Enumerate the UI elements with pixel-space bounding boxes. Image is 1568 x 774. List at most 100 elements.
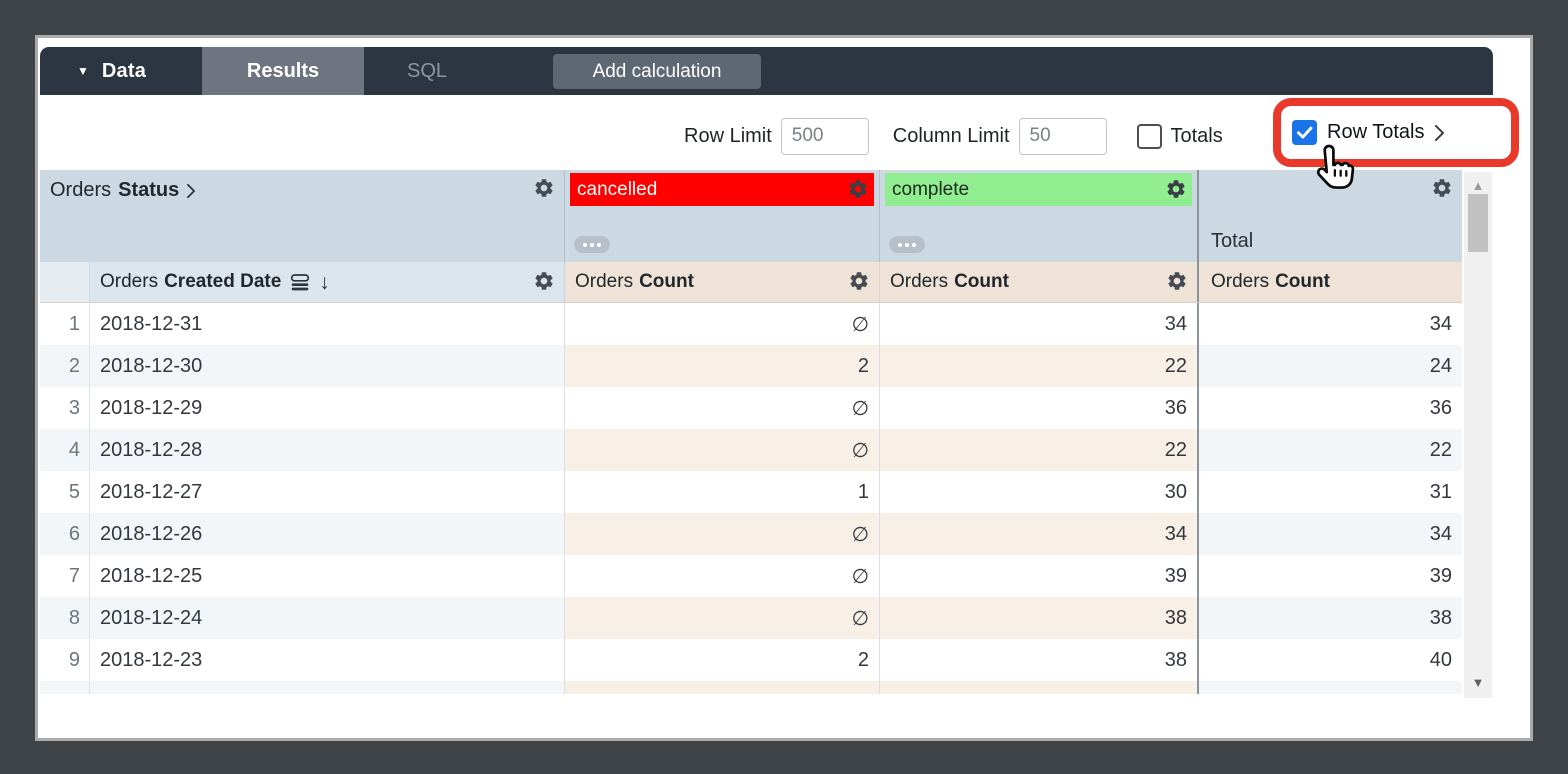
table-row[interactable]: 4 2018-12-28 ∅ 22 22: [40, 429, 1462, 471]
row-totals-annotation-highlight: Row Totals: [1273, 98, 1519, 167]
gear-icon[interactable]: [533, 177, 555, 199]
total-column-label: Total: [1211, 230, 1254, 252]
dropdown-caret-icon: ▼: [77, 64, 89, 78]
measure-header-total[interactable]: Orders Count: [1197, 262, 1462, 302]
tab-sql[interactable]: SQL: [406, 59, 448, 82]
checkmark-icon: [1296, 124, 1313, 141]
scroll-down-icon[interactable]: ▼: [1471, 675, 1485, 690]
cancelled-count-cell[interactable]: ∅: [565, 681, 880, 694]
date-cell[interactable]: 2018-12-30: [90, 345, 565, 387]
table-row[interactable]: 8 2018-12-24 ∅ 38 38: [40, 597, 1462, 639]
measure-header-row: Orders Created Date ↓ Orders Count Order…: [40, 262, 1462, 303]
date-cell[interactable]: 2018-12-25: [90, 555, 565, 597]
complete-count-cell[interactable]: 36: [1164, 396, 1187, 419]
complete-count-cell[interactable]: 22: [880, 345, 1197, 387]
row-totals-checkbox[interactable]: [1292, 120, 1317, 145]
cancelled-count-cell[interactable]: ∅: [565, 597, 880, 639]
gear-icon[interactable]: [533, 270, 555, 292]
complete-count-cell[interactable]: 34: [880, 513, 1197, 555]
totals-checkbox[interactable]: [1136, 123, 1162, 149]
total-count-cell[interactable]: 40: [1197, 639, 1462, 681]
result-controls: Row Limit Column Limit Totals: [684, 116, 1223, 156]
pivot-dimension-header[interactable]: Orders Status: [40, 170, 565, 262]
cancelled-count-cell[interactable]: ∅: [565, 387, 880, 429]
scrollbar-thumb[interactable]: [1468, 194, 1488, 252]
cancelled-count-cell[interactable]: ∅: [565, 513, 880, 555]
complete-count-cell[interactable]: 38: [1164, 648, 1187, 671]
cancelled-count-cell[interactable]: ∅: [565, 429, 880, 471]
gear-icon[interactable]: [847, 178, 869, 200]
total-count-cell[interactable]: 38: [1197, 681, 1462, 694]
data-section-toggle[interactable]: ▼ Data: [40, 47, 202, 95]
chevron-right-icon[interactable]: [1434, 124, 1445, 142]
measure-header-cancelled[interactable]: Orders Count: [565, 262, 880, 302]
pivot-value-cancelled[interactable]: cancelled: [570, 173, 874, 206]
total-count-cell[interactable]: 24: [1197, 345, 1462, 387]
date-cell[interactable]: 2018-12-26: [90, 513, 565, 555]
complete-count-cell[interactable]: 30: [1164, 480, 1187, 503]
row-number: 4: [40, 429, 90, 471]
row-limit-input[interactable]: [780, 117, 869, 155]
total-count-cell[interactable]: 36: [1197, 387, 1462, 429]
pivot-dimension-label: Orders Status: [50, 179, 196, 202]
tab-results[interactable]: Results: [202, 47, 364, 95]
top-nav-bar: ▼ Data Results SQL Add calculation: [40, 47, 1493, 95]
date-cell[interactable]: 2018-12-23: [90, 639, 565, 681]
date-cell[interactable]: 2018-12-22: [90, 681, 565, 694]
column-limit-input[interactable]: [1018, 117, 1107, 155]
vertical-scrollbar[interactable]: ▲ ▼: [1464, 172, 1492, 698]
measure-header-complete[interactable]: Orders Count: [880, 262, 1197, 302]
cancelled-count-cell[interactable]: 1: [565, 471, 880, 513]
table-row[interactable]: 2 2018-12-30 2 22 24: [40, 345, 1462, 387]
row-number: 10: [40, 681, 90, 694]
table-body: 1 2018-12-31 ∅ 34 34 2 2018-12-30 2 22 2…: [40, 303, 1462, 694]
row-number: 1: [40, 303, 90, 345]
cancelled-count-cell[interactable]: 2: [565, 639, 880, 681]
row-number: 8: [40, 597, 90, 639]
total-count-cell[interactable]: 22: [1197, 429, 1462, 471]
table-row[interactable]: 6 2018-12-26 ∅ 34 34: [40, 513, 1462, 555]
chevron-right-icon: [186, 183, 196, 199]
pivot-value-complete[interactable]: complete: [885, 173, 1192, 206]
table-row[interactable]: 5 2018-12-27 1 30 31: [40, 471, 1462, 513]
table-row[interactable]: 7 2018-12-25 ∅ 39 39: [40, 555, 1462, 597]
ellipsis-icon[interactable]: [574, 236, 610, 253]
gear-icon[interactable]: [1431, 177, 1453, 199]
cancelled-count-cell[interactable]: ∅: [565, 555, 880, 597]
ellipsis-icon[interactable]: [889, 236, 925, 253]
cancelled-count-cell[interactable]: ∅: [565, 303, 880, 345]
row-number: 6: [40, 513, 90, 555]
date-cell[interactable]: 2018-12-24: [90, 597, 565, 639]
pivot-column-complete: complete: [880, 170, 1197, 262]
complete-count-cell[interactable]: 34: [1164, 312, 1187, 335]
row-limit-label: Row Limit: [684, 124, 772, 147]
total-count-cell[interactable]: 31: [1197, 471, 1462, 513]
gear-icon[interactable]: [1165, 178, 1187, 200]
complete-count-cell[interactable]: 38: [880, 597, 1197, 639]
gear-icon[interactable]: [1166, 270, 1188, 292]
sort-descending-icon[interactable]: ↓: [319, 270, 330, 294]
total-count-cell[interactable]: 34: [1197, 303, 1462, 345]
total-count-cell[interactable]: 38: [1197, 597, 1462, 639]
complete-count-cell[interactable]: 22: [880, 429, 1197, 471]
row-dimension-header[interactable]: Orders Created Date ↓: [90, 262, 565, 302]
add-calculation-button[interactable]: Add calculation: [553, 54, 761, 89]
total-count-cell[interactable]: 39: [1197, 555, 1462, 597]
complete-count-cell[interactable]: 38: [880, 681, 1197, 694]
total-count-cell[interactable]: 34: [1197, 513, 1462, 555]
cancelled-count-cell[interactable]: 2: [565, 345, 880, 387]
table-row[interactable]: 1 2018-12-31 ∅ 34 34: [40, 303, 1462, 345]
table-row[interactable]: 10 2018-12-22 ∅ 38 38: [40, 681, 1462, 694]
scroll-up-icon[interactable]: ▲: [1471, 178, 1485, 193]
subtotal-stack-icon[interactable]: [290, 273, 310, 292]
data-section-label: Data: [101, 59, 147, 82]
date-cell[interactable]: 2018-12-28: [90, 429, 565, 471]
complete-count-cell[interactable]: 39: [1164, 564, 1187, 587]
table-row[interactable]: 9 2018-12-23 2 38 40: [40, 639, 1462, 681]
gear-icon[interactable]: [848, 270, 870, 292]
date-cell[interactable]: 2018-12-29: [90, 387, 565, 429]
date-cell[interactable]: 2018-12-31: [90, 303, 565, 345]
row-number: 5: [40, 471, 90, 513]
date-cell[interactable]: 2018-12-27: [90, 471, 565, 513]
table-row[interactable]: 3 2018-12-29 ∅ 36 36: [40, 387, 1462, 429]
